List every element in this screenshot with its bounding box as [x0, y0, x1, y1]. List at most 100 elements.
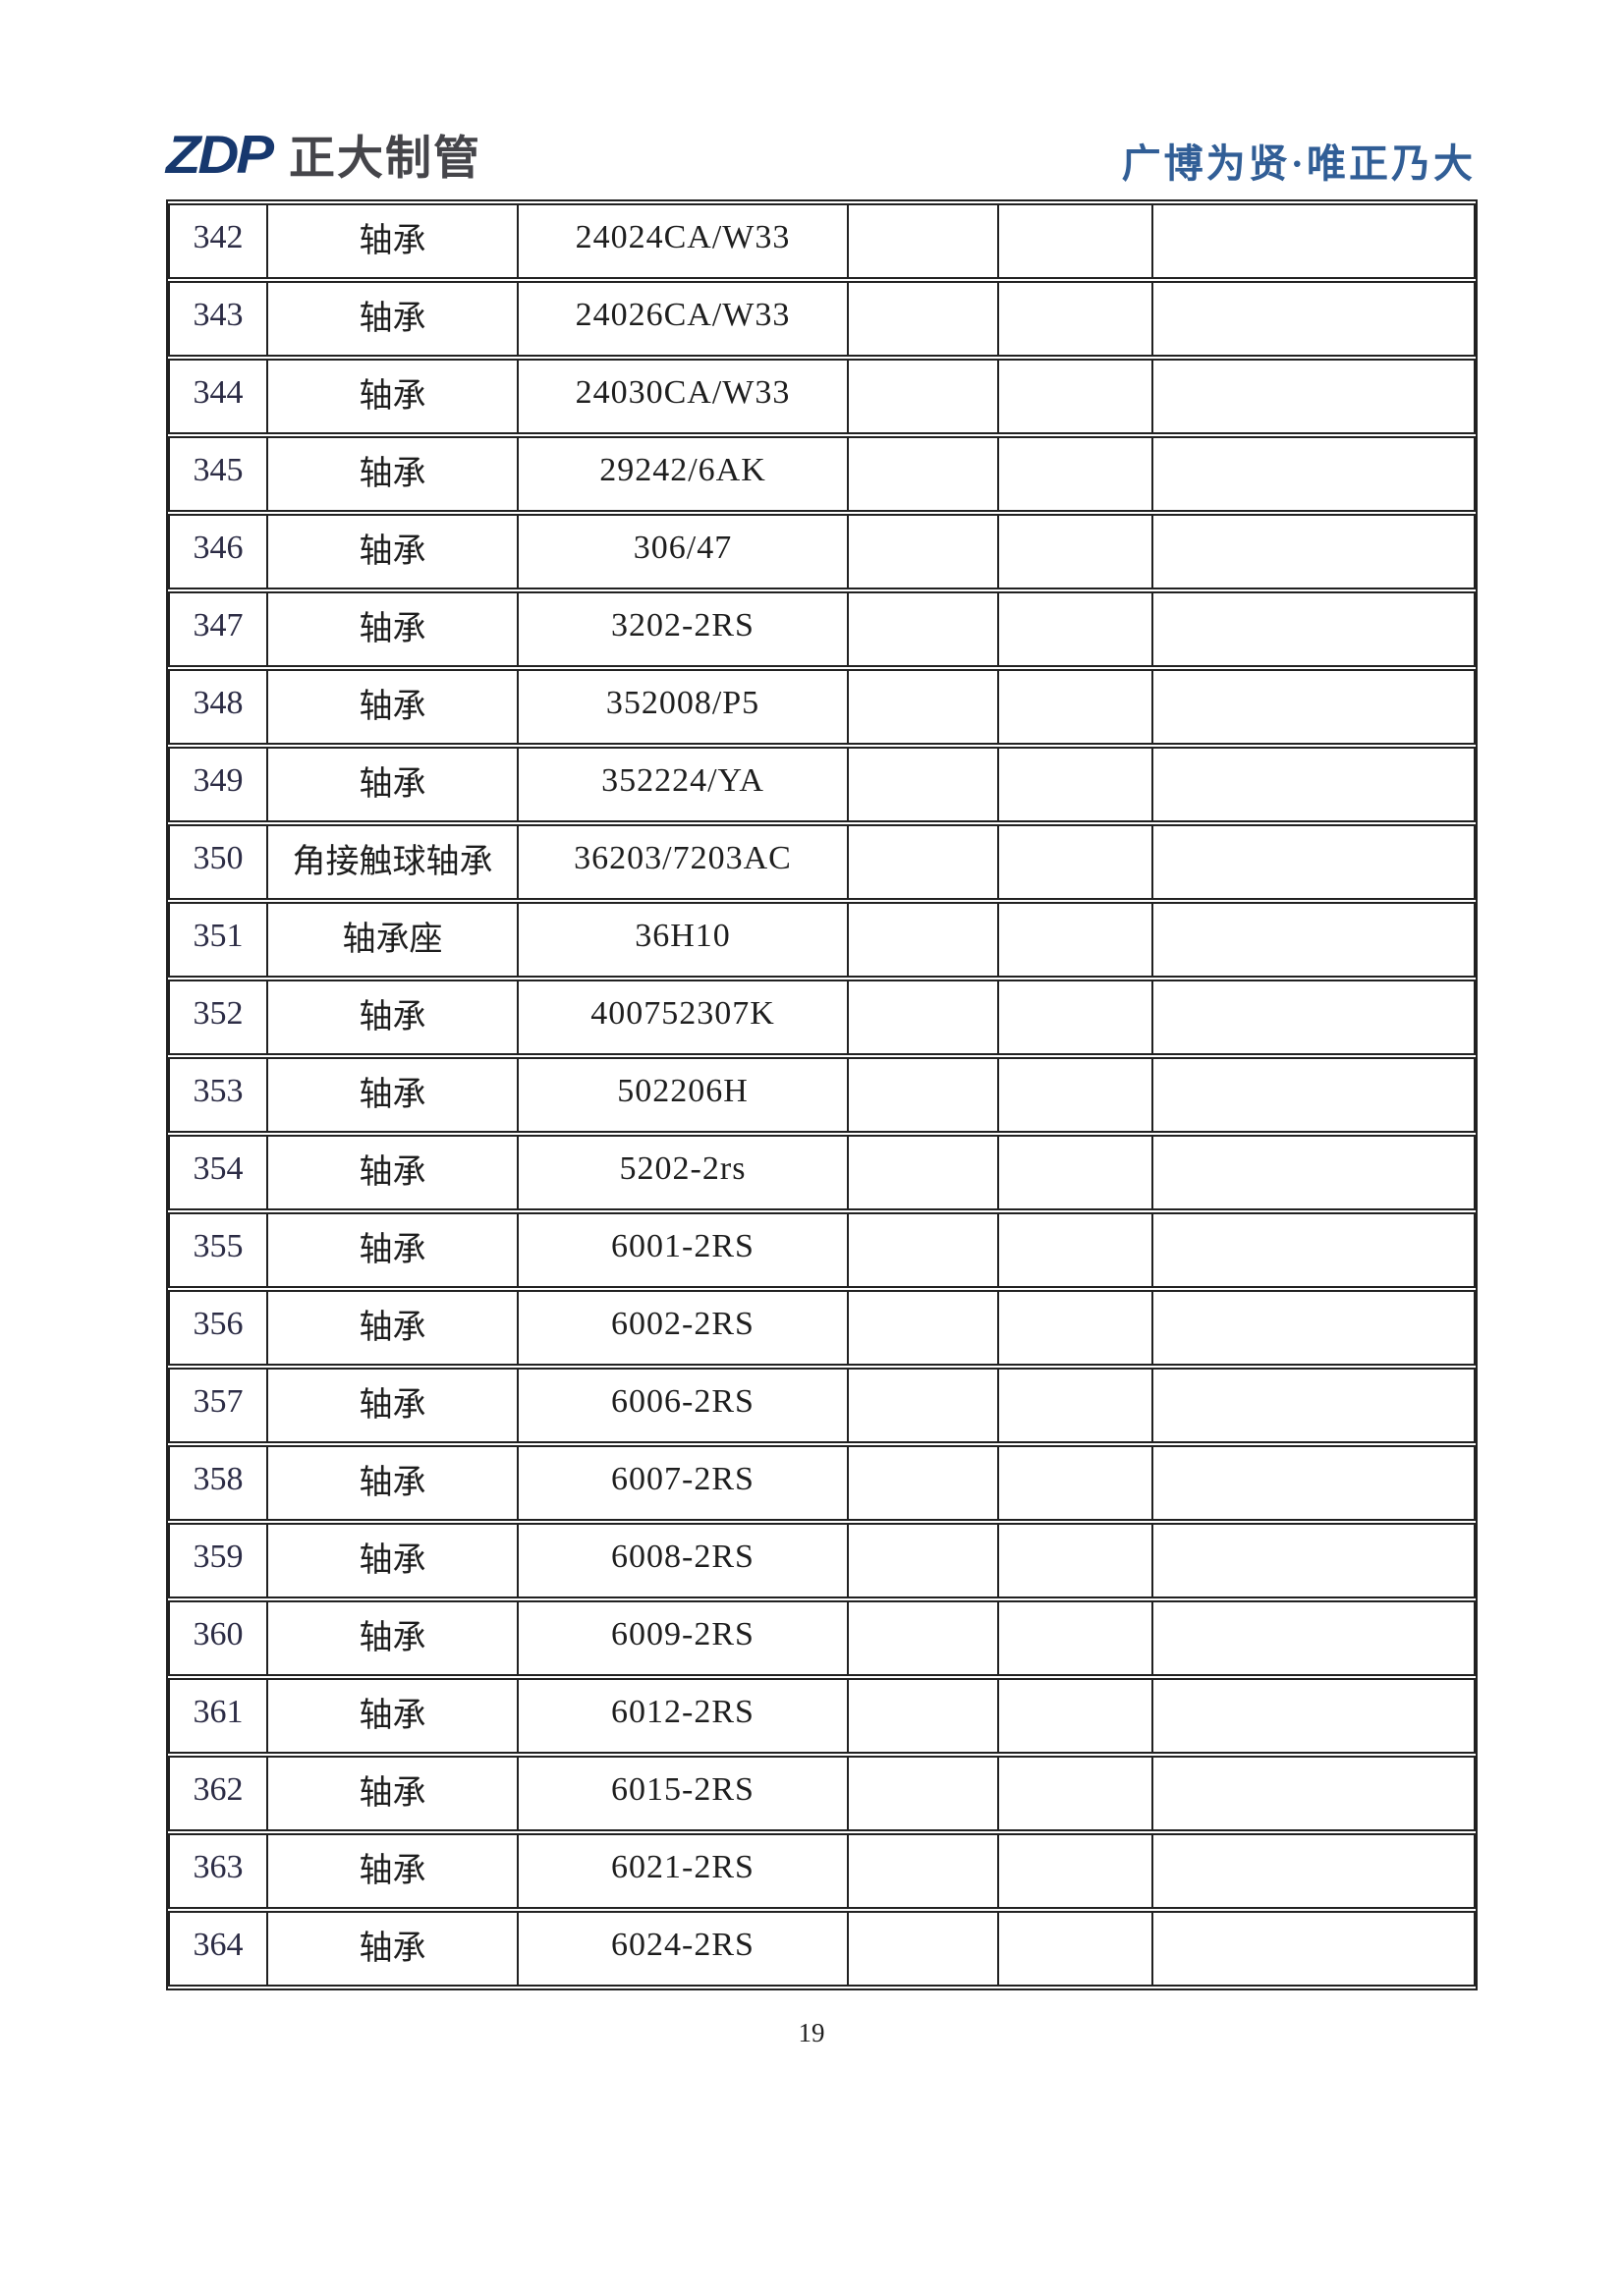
part-name-cell: 轴承 [268, 1368, 519, 1443]
row-number-cell: 347 [168, 591, 268, 667]
empty-cell-3 [1153, 980, 1476, 1055]
part-name-cell: 轴承 [268, 1756, 519, 1831]
row-number-cell: 355 [168, 1212, 268, 1288]
part-name-cell: 轴承 [268, 1833, 519, 1909]
table-row: 358 轴承 6007-2RS [168, 1445, 1476, 1521]
empty-cell-1 [849, 1600, 999, 1676]
part-spec-cell: 6007-2RS [519, 1445, 849, 1521]
part-spec-cell: 24024CA/W33 [519, 203, 849, 279]
empty-cell-2 [999, 1057, 1153, 1133]
table-row: 346 轴承 306/47 [168, 514, 1476, 589]
part-spec-cell: 24030CA/W33 [519, 359, 849, 434]
part-spec-cell: 24026CA/W33 [519, 281, 849, 357]
row-number-cell: 349 [168, 747, 268, 822]
part-spec-cell: 6006-2RS [519, 1368, 849, 1443]
empty-cell-3 [1153, 359, 1476, 434]
empty-cell-1 [849, 902, 999, 978]
table-row: 363 轴承 6021-2RS [168, 1833, 1476, 1909]
empty-cell-1 [849, 591, 999, 667]
empty-cell-2 [999, 824, 1153, 900]
table-row: 362 轴承 6015-2RS [168, 1756, 1476, 1831]
part-spec-cell: 36H10 [519, 902, 849, 978]
empty-cell-2 [999, 1600, 1153, 1676]
table-row: 351 轴承座 36H10 [168, 902, 1476, 978]
empty-cell-2 [999, 669, 1153, 745]
part-spec-cell: 6009-2RS [519, 1600, 849, 1676]
table-row: 344 轴承 24030CA/W33 [168, 359, 1476, 434]
row-number-cell: 358 [168, 1445, 268, 1521]
empty-cell-2 [999, 1368, 1153, 1443]
company-name: 正大制管 [289, 132, 481, 184]
empty-cell-2 [999, 203, 1153, 279]
empty-cell-2 [999, 281, 1153, 357]
empty-cell-1 [849, 1833, 999, 1909]
page-number: 19 [798, 2018, 825, 2047]
company-logo: ZDP 正大制管 [166, 127, 481, 184]
row-number-cell: 342 [168, 203, 268, 279]
empty-cell-3 [1153, 591, 1476, 667]
part-name-cell: 轴承 [268, 436, 519, 512]
row-number-cell: 348 [168, 669, 268, 745]
part-spec-cell: 5202-2rs [519, 1135, 849, 1210]
page-header: ZDP 正大制管 广博为贤·唯正乃大 [0, 0, 1623, 199]
empty-cell-1 [849, 1290, 999, 1366]
empty-cell-1 [849, 281, 999, 357]
empty-cell-2 [999, 1911, 1153, 1987]
row-number-cell: 363 [168, 1833, 268, 1909]
empty-cell-1 [849, 1135, 999, 1210]
part-name-cell: 轴承 [268, 980, 519, 1055]
empty-cell-1 [849, 1368, 999, 1443]
part-spec-cell: 6024-2RS [519, 1911, 849, 1987]
empty-cell-1 [849, 1445, 999, 1521]
empty-cell-2 [999, 1135, 1153, 1210]
table-row: 342 轴承 24024CA/W33 [168, 203, 1476, 279]
empty-cell-2 [999, 1212, 1153, 1288]
table-row: 355 轴承 6001-2RS [168, 1212, 1476, 1288]
empty-cell-3 [1153, 1600, 1476, 1676]
empty-cell-1 [849, 1678, 999, 1754]
table-row: 348 轴承 352008/P5 [168, 669, 1476, 745]
table-row: 357 轴承 6006-2RS [168, 1368, 1476, 1443]
empty-cell-3 [1153, 1911, 1476, 1987]
table-row: 360 轴承 6009-2RS [168, 1600, 1476, 1676]
table-row: 352 轴承 400752307K [168, 980, 1476, 1055]
table-row: 350 角接触球轴承 36203/7203AC [168, 824, 1476, 900]
empty-cell-2 [999, 514, 1153, 589]
part-spec-cell: 36203/7203AC [519, 824, 849, 900]
empty-cell-1 [849, 980, 999, 1055]
table-row: 359 轴承 6008-2RS [168, 1523, 1476, 1598]
empty-cell-1 [849, 436, 999, 512]
row-number-cell: 352 [168, 980, 268, 1055]
empty-cell-3 [1153, 902, 1476, 978]
part-name-cell: 轴承 [268, 1135, 519, 1210]
empty-cell-2 [999, 591, 1153, 667]
part-name-cell: 轴承 [268, 1523, 519, 1598]
row-number-cell: 354 [168, 1135, 268, 1210]
empty-cell-2 [999, 1678, 1153, 1754]
parts-table-body: 342 轴承 24024CA/W33 343 轴承 24026CA/W33 34… [168, 203, 1476, 1987]
part-name-cell: 轴承 [268, 1600, 519, 1676]
row-number-cell: 364 [168, 1911, 268, 1987]
row-number-cell: 360 [168, 1600, 268, 1676]
empty-cell-2 [999, 1290, 1153, 1366]
empty-cell-3 [1153, 514, 1476, 589]
zdp-logo-mark: ZDP [166, 124, 274, 186]
part-name-cell: 轴承 [268, 203, 519, 279]
empty-cell-3 [1153, 747, 1476, 822]
row-number-cell: 344 [168, 359, 268, 434]
part-spec-cell: 352008/P5 [519, 669, 849, 745]
part-name-cell: 轴承 [268, 1678, 519, 1754]
empty-cell-3 [1153, 281, 1476, 357]
part-name-cell: 轴承 [268, 591, 519, 667]
empty-cell-3 [1153, 1057, 1476, 1133]
row-number-cell: 343 [168, 281, 268, 357]
row-number-cell: 356 [168, 1290, 268, 1366]
part-name-cell: 轴承座 [268, 902, 519, 978]
table-row: 356 轴承 6002-2RS [168, 1290, 1476, 1366]
empty-cell-3 [1153, 1368, 1476, 1443]
table-row: 345 轴承 29242/6AK [168, 436, 1476, 512]
empty-cell-3 [1153, 1212, 1476, 1288]
table-row: 364 轴承 6024-2RS [168, 1911, 1476, 1987]
empty-cell-3 [1153, 436, 1476, 512]
part-spec-cell: 306/47 [519, 514, 849, 589]
